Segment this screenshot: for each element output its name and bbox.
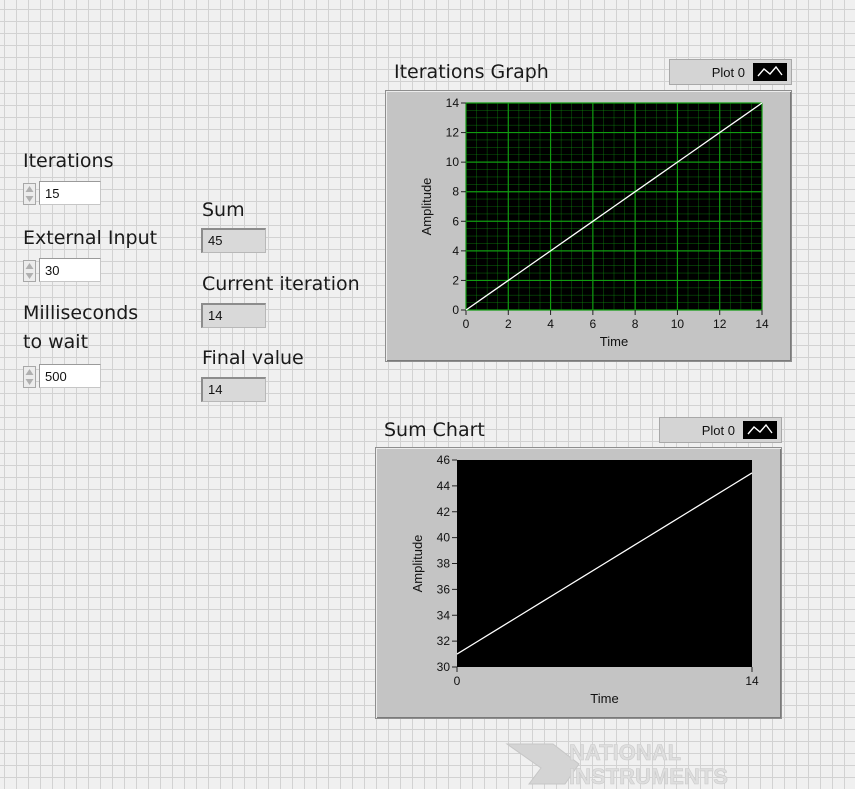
current-iteration-label: Current iteration [202,273,360,295]
y-tick-label: 34 [437,608,451,622]
x-tick-label: 14 [755,317,769,331]
sum-label: Sum [202,199,245,221]
y-tick-label: 2 [452,273,459,287]
ms-wait-input[interactable]: 500 [39,364,101,388]
y-tick-label: 42 [437,505,451,519]
x-tick-label: 4 [547,317,554,331]
iterations-graph-title: Iterations Graph [394,61,549,83]
x-tick-label: 0 [463,317,470,331]
y-axis-label: Amplitude [419,178,434,236]
ms-wait-label-line1: Milliseconds [23,302,139,324]
x-axis-label: Time [590,691,618,706]
plot-legend-label: Plot 0 [711,64,745,80]
sum-chart[interactable]: 30 32 34 36 38 40 42 44 46 0 14 Time Amplitude [375,447,782,719]
x-tick-label: 0 [454,674,461,688]
y-tick-label: 4 [452,244,459,258]
x-tick-label: 8 [632,317,639,331]
y-tick-label: 6 [452,214,459,228]
y-tick-label: 0 [452,303,459,317]
final-value-label: Final value [202,347,304,369]
increment-decrement-icon[interactable] [23,366,36,388]
plot-line-icon [743,421,777,439]
plot-line-icon [753,63,787,81]
x-tick-label: 6 [590,317,597,331]
y-axis-label: Amplitude [410,535,425,593]
sum-indicator: 45 [201,228,266,253]
external-input-field[interactable]: 30 [39,258,101,282]
x-tick-label: 14 [745,674,759,688]
iterations-label: Iterations [23,150,114,172]
logo-line1: NATIONAL [569,740,681,765]
iterations-graph[interactable]: 0 2 4 6 8 10 12 14 0 2 4 6 8 10 12 14 Time Amplitude [385,90,792,362]
y-tick-label: 44 [437,479,451,493]
iterations-graph-plot-legend[interactable]: Plot 0 [669,59,792,85]
x-tick-label: 2 [505,317,512,331]
y-tick-label: 30 [437,660,451,674]
series-line [465,102,763,311]
sum-chart-title: Sum Chart [384,419,485,441]
x-tick-label: 10 [671,317,685,331]
y-tick-label: 36 [437,582,451,596]
final-value-indicator: 14 [201,377,266,402]
ms-wait-control[interactable]: 500 [23,364,103,388]
y-tick-label: 10 [446,155,460,169]
external-input-label: External Input [23,227,158,249]
national-instruments-logo: NATIONAL INSTRUMENTS [505,740,728,788]
y-tick-label: 12 [446,126,460,140]
y-tick-label: 40 [437,531,451,545]
x-tick-label: 12 [713,317,727,331]
external-input-control[interactable]: 30 [23,258,103,282]
series-line [456,472,753,655]
x-axis-label: Time [600,334,628,349]
y-tick-label: 32 [437,634,451,648]
logo-line2: INSTRUMENTS [569,764,728,788]
ms-wait-label-line2: to wait [23,331,89,353]
current-iteration-indicator: 14 [201,303,266,328]
plot-legend-label: Plot 0 [701,422,735,438]
increment-decrement-icon[interactable] [23,183,36,205]
increment-decrement-icon[interactable] [23,260,36,282]
sum-chart-plot-legend[interactable]: Plot 0 [659,417,782,443]
iterations-input[interactable]: 15 [39,181,101,205]
y-tick-label: 46 [437,453,451,467]
y-tick-label: 8 [452,185,459,199]
iterations-control[interactable]: 15 [23,181,103,205]
y-tick-label: 14 [446,96,460,110]
y-tick-label: 38 [437,557,451,571]
